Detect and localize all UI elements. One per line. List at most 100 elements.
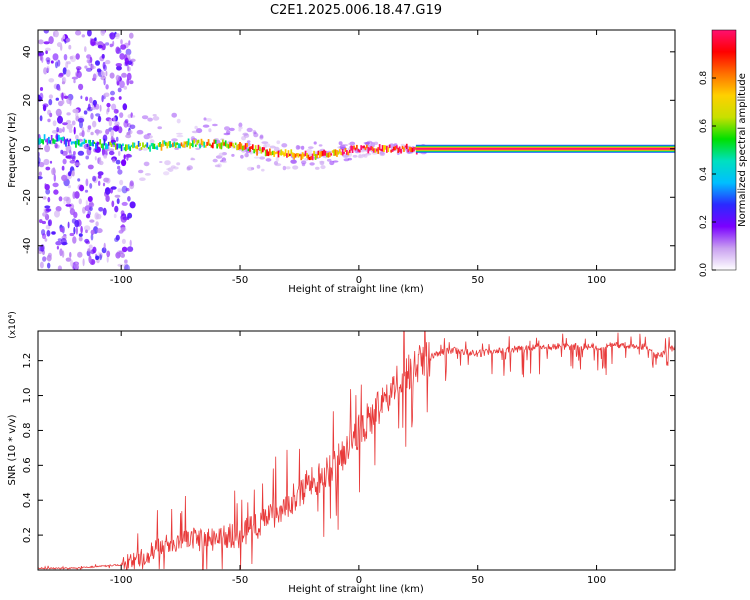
noise-blob	[63, 54, 68, 61]
ridge-cell	[323, 149, 325, 156]
ridge-cell	[271, 150, 274, 155]
ridge-cell	[384, 145, 387, 150]
ridge-cell	[353, 145, 355, 150]
ridge-cell	[204, 145, 207, 148]
ridge-cell	[284, 149, 287, 156]
ridge-cell	[287, 150, 290, 157]
halo-blob	[176, 132, 183, 135]
ridge-cell	[290, 149, 293, 155]
noise-blob	[46, 230, 51, 237]
ridge-cell	[223, 142, 226, 146]
ridge-cell	[244, 143, 247, 150]
noise-blob	[115, 33, 120, 37]
noise-blob	[62, 126, 65, 133]
halo-blob	[253, 132, 259, 138]
noise-blob	[102, 207, 107, 216]
ridge-cell	[368, 147, 371, 151]
noise-blob	[126, 63, 130, 72]
ridge-cell	[383, 145, 385, 152]
halo-blob	[309, 162, 315, 166]
ridge-cell	[347, 151, 350, 156]
halo-blob	[306, 148, 313, 154]
noise-blob	[38, 176, 43, 180]
ridge-cell	[55, 139, 57, 142]
ridge-cell	[199, 144, 201, 149]
ridge-cell	[360, 145, 363, 150]
noise-blob	[69, 251, 72, 258]
noise-blob	[80, 95, 83, 100]
ridge-cell	[163, 140, 166, 145]
ridge-cell	[149, 145, 151, 152]
ridge-cell	[50, 135, 53, 141]
halo-blob	[147, 117, 153, 122]
noise-blob	[94, 156, 97, 161]
ridge-cell	[241, 145, 244, 151]
halo-blob	[170, 165, 176, 169]
ridge-cell	[82, 141, 84, 145]
noise-blob	[62, 34, 66, 40]
ridge-cell	[394, 145, 397, 151]
ridge-cell	[358, 150, 361, 153]
x-tick-label: -50	[232, 575, 248, 586]
ridge-cell	[139, 142, 142, 147]
y-tick-label: 0.8	[22, 422, 33, 438]
noise-blob	[114, 205, 119, 213]
ridge-cell	[237, 143, 240, 150]
colorbar-tick-label: 0.4	[699, 167, 709, 182]
ridge-cell	[356, 144, 358, 150]
ridge-cell	[80, 142, 83, 147]
noise-blob	[111, 103, 117, 111]
snr-y-multiplier: (x10⁴)	[8, 311, 18, 338]
noise-blob	[117, 188, 122, 193]
ridge-cell	[99, 139, 102, 145]
noise-blob	[86, 213, 91, 219]
ridge-cell	[283, 152, 286, 157]
noise-blob	[88, 59, 91, 67]
x-tick-label: 0	[356, 275, 362, 286]
colorbar-ticks: 0.0 0.2 0.4 0.6 0.8	[699, 71, 716, 277]
snr-x-ticks: -100 -50 0 50 100	[110, 331, 606, 586]
y-tick-label: -20	[22, 189, 33, 205]
x-tick-label: 100	[587, 575, 606, 586]
noise-blob	[83, 110, 88, 115]
ridge-cell	[85, 139, 87, 143]
y-tick-label: 0.6	[22, 457, 33, 473]
noise-blob	[115, 63, 123, 67]
halo-blob	[166, 168, 172, 171]
noise-blob	[113, 213, 117, 219]
noise-blob	[49, 112, 53, 118]
noise-blob	[65, 155, 72, 159]
halo-blob	[238, 128, 242, 132]
noise-blob	[101, 54, 105, 59]
ridge-cell	[301, 152, 304, 159]
ridge-cell	[340, 152, 343, 156]
noise-blob	[95, 113, 101, 117]
halo-blob	[143, 161, 150, 167]
ridge-cell	[236, 144, 238, 151]
noise-blob	[124, 57, 129, 65]
ridge-cell	[307, 154, 310, 160]
halo-blob	[152, 116, 160, 121]
ridge-cell	[38, 138, 40, 145]
ridge-cell	[401, 145, 404, 150]
noise-blob	[77, 150, 85, 156]
ridge-cell	[398, 146, 401, 152]
noise-blob	[77, 251, 83, 258]
ridge-cell	[279, 152, 281, 155]
ridge-cell	[115, 143, 117, 150]
noise-blob	[48, 94, 54, 99]
y-tick-label: 0	[22, 146, 33, 152]
ridge-cell	[96, 141, 99, 147]
halo-blob	[240, 154, 244, 159]
noise-blob	[55, 206, 62, 212]
noise-blob	[86, 249, 91, 257]
ridge-cell	[337, 151, 340, 155]
halo-blob	[229, 127, 235, 132]
noise-blob	[45, 208, 52, 212]
noise-blob	[43, 207, 46, 215]
noise-blob	[90, 106, 97, 110]
halo-blob	[205, 118, 212, 122]
halo-blob	[202, 124, 210, 128]
ridge-cell	[314, 154, 317, 160]
